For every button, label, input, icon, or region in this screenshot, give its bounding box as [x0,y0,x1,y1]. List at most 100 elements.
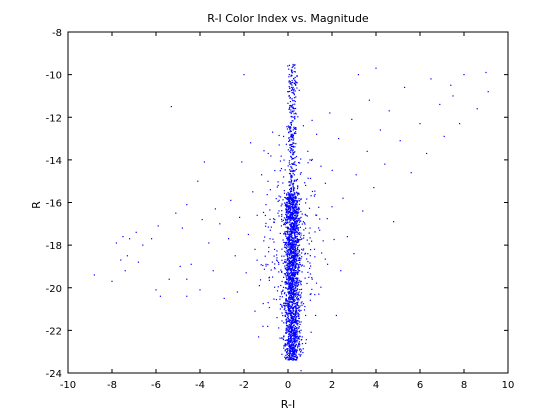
data-point [292,350,294,352]
data-point [294,131,297,133]
data-point [297,264,300,266]
data-point [295,343,297,345]
data-point [288,276,291,278]
data-point [285,237,288,239]
data-point [287,303,289,305]
data-point [288,81,290,83]
data-point [295,254,297,256]
data-point [293,345,295,347]
data-point [285,295,288,297]
data-point [289,354,291,356]
data-point [290,268,292,270]
data-point [295,255,297,257]
data-point [281,293,283,295]
data-point [286,274,288,277]
data-point [291,231,294,233]
data-point [280,225,282,227]
data-point [295,222,297,225]
data-point [293,170,295,172]
axis-ticks: -10 -8 -6 -4 -2 0 2 4 6 8 10-24-22-20-18-16-14-12-… [46,28,515,391]
data-point [283,304,285,307]
data-point [304,182,306,184]
data-point [283,347,285,349]
data-point [295,249,297,252]
data-point [292,358,294,360]
data-point [293,347,295,349]
data-point [297,307,299,309]
data-point [298,208,301,210]
data-point [281,248,283,250]
data-point [295,206,297,208]
data-point [284,267,286,269]
data-point [291,248,293,250]
data-point [291,279,293,281]
data-point [287,149,289,151]
data-point [309,177,312,180]
data-point [297,284,300,286]
data-point [419,123,421,125]
data-point [281,312,283,314]
data-point [293,113,295,115]
data-point [288,323,290,326]
data-point [293,174,295,176]
data-point [292,309,294,311]
data-point [290,243,292,245]
data-point [287,304,289,306]
data-point [286,202,288,204]
data-point [295,335,297,337]
data-point [295,290,297,292]
data-point [297,305,300,307]
data-point [288,242,290,244]
data-point [306,258,308,260]
data-point [294,151,296,153]
data-point [290,292,292,294]
data-point [281,306,283,308]
data-point [293,94,295,96]
data-point [294,103,296,105]
data-point [286,356,288,358]
data-point [309,267,311,269]
data-point [304,223,306,225]
data-point [298,309,300,312]
data-point [295,243,297,245]
data-point [293,278,295,280]
data-point [293,327,295,329]
data-point [294,157,296,159]
data-point [284,250,286,253]
data-point [301,264,303,266]
x-tick-label: -10 [60,380,76,391]
data-point [292,297,294,299]
data-point [293,243,295,245]
data-point [293,290,296,292]
data-point [300,198,302,200]
data-point [300,280,302,282]
data-point [285,299,287,301]
data-point [291,194,293,196]
data-point [292,293,294,295]
data-point [292,151,294,154]
data-point [296,331,299,333]
data-point [291,276,293,278]
data-point [285,208,287,210]
data-point [268,279,270,281]
data-point [296,254,299,256]
data-point [300,351,302,353]
data-point [291,340,293,342]
data-point [281,304,283,306]
chart-title: R-I Color Index vs. Magnitude [207,12,369,25]
data-point [286,287,288,289]
data-point [287,270,289,272]
data-point [291,262,293,264]
data-point [288,239,290,241]
data-point [292,251,294,253]
data-point [289,349,292,352]
data-point [288,274,290,276]
data-point [351,118,353,120]
data-point [295,203,297,205]
data-point [286,265,288,267]
data-point [296,339,299,341]
data-point [282,239,284,241]
data-point [296,255,299,257]
data-point [298,320,300,322]
data-point [291,268,293,270]
